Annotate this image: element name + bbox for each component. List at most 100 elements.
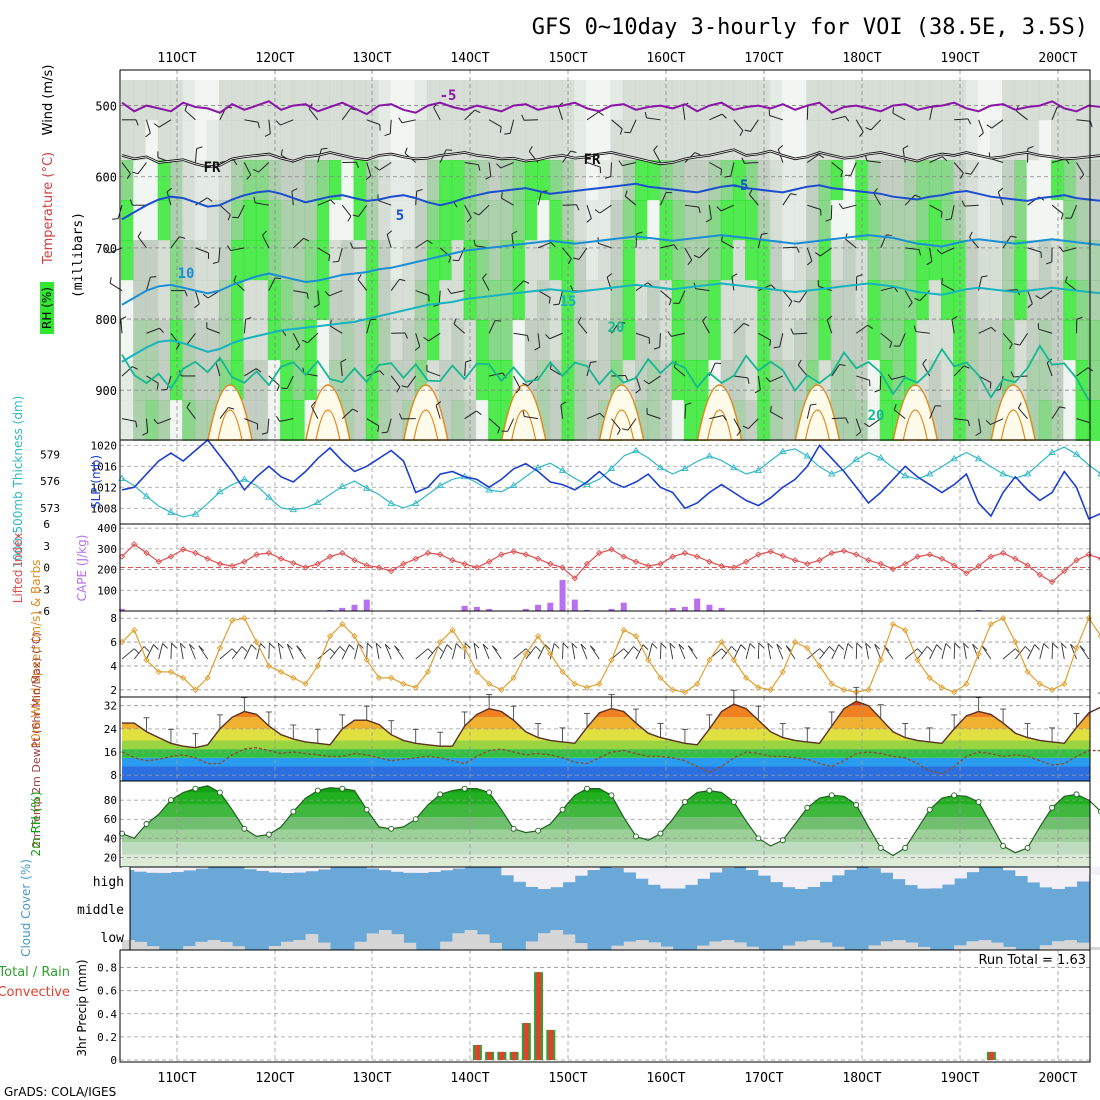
wind-barb-flag [838,203,844,209]
wind-speed-point [473,668,481,676]
rh-shade-cell [977,240,991,281]
rh-shade-cell [720,320,734,361]
rh-shade-cell [329,200,343,241]
rh-shade-cell [169,400,184,441]
surface-wind-barb [647,643,653,660]
wind-barb-flag [433,304,440,307]
wind-barb [435,405,441,419]
cloud-low-bar [219,941,233,950]
wind-barb [622,162,637,167]
surface-wind-barb-flag [162,643,168,649]
rh-shade-cell [292,400,306,441]
surface-wind-barb [929,644,938,660]
date-label-top: 11OCT [157,51,196,66]
wind-barb-flag [887,374,893,380]
li-point [253,551,260,558]
rh-shade-cell [1038,80,1053,121]
rh-shade-cell [1075,200,1089,241]
rh-shade-cell [647,400,661,441]
rh-shade-cell [390,200,404,241]
wind-barb-flag [815,252,821,257]
rh-shade-cell [280,120,294,161]
rh-point [339,785,346,792]
rh-shade-cell [231,80,245,121]
wind-barb [855,324,869,334]
rh-shade-cell [426,280,441,321]
contour-label: 10 [178,266,195,282]
rh-shade-cell [145,360,159,401]
rh-shade-cell [451,200,465,241]
li-point [534,555,542,562]
wind-barb-flag [598,111,604,116]
rh-shade-cell [1014,200,1028,241]
rh-shade-cell [598,200,612,241]
rh-shade-cell [732,240,747,281]
wind-barb [880,332,892,343]
rh-shade-cell [867,400,881,441]
rh-shade-cell [843,240,857,281]
rh-shade-cell [329,160,343,201]
precip-convective-bar [548,1029,554,1060]
wind-speed-point [485,680,493,687]
cloud-label-high: high [93,875,124,890]
rh-shade-cell [1026,360,1040,401]
wind-barb [145,276,151,291]
rh-shade-cell [634,200,649,241]
surface-wind-barb [757,642,760,660]
wind-barb [782,193,792,206]
wind-barb-flag [793,300,800,303]
surface-wind-barb-flag [758,642,765,649]
cloud-low-bar [978,940,992,950]
rh-shade-cell [267,320,282,361]
surface-wind-barb-flag [917,648,923,655]
cloud-high-bar [782,867,796,888]
rh-shade-cell [671,320,685,361]
cloud-high-bar [635,867,649,879]
surface-wind-barb-flag [660,642,667,649]
rh-shade-cell [769,400,783,441]
wind-speed-point [951,689,958,696]
rh-shade-cell [757,160,771,201]
wind-barb [267,418,270,433]
cloud-high-bar [550,867,564,888]
wind-barb [770,411,784,420]
wind-barb-flag [485,175,492,180]
surface-wind-barb [329,646,341,660]
wind-speed-point [302,680,309,687]
wind-barb [145,418,149,433]
rh-shade-cell [316,80,331,121]
cloud-high-bar [378,867,392,871]
wind-barb-flag [918,249,922,256]
li-point [1012,555,1019,562]
wind-barb-flag [120,316,127,320]
temp-band [122,740,1090,750]
rh-shade-cell [855,280,869,321]
wind-barb-flag [435,401,442,406]
rh-shade-cell [806,160,820,201]
wind-barb [482,277,490,291]
wind-barb [377,199,392,206]
cape-bar [119,608,125,611]
cloud-high-bar [868,867,882,869]
wind-barb-flag [981,275,988,278]
wind-speed-point [914,656,921,664]
wind-barb [709,415,724,420]
cape-ylabel: CAPE (J/kg) [75,535,89,602]
rh-shade-cell [524,280,539,321]
wind-barb-flag [606,273,613,278]
li-point [975,562,982,570]
rh-shade-cell [989,160,1004,201]
wind-barb-flag [963,365,970,369]
wind-barb [953,162,964,174]
rh-shade-cell [157,160,171,201]
cape-bar [681,606,688,611]
rh-point [290,808,297,815]
surface-heating-cone [304,384,351,441]
cape-bar [363,599,370,611]
temp-tick-label: 8 [110,769,117,782]
surface-wind-barb-flag [669,642,676,649]
wind-barb-flag [313,304,320,308]
rh-shade-cell [598,240,612,281]
rh-shade-cell [671,360,685,401]
wind-barb-flag [482,273,487,279]
